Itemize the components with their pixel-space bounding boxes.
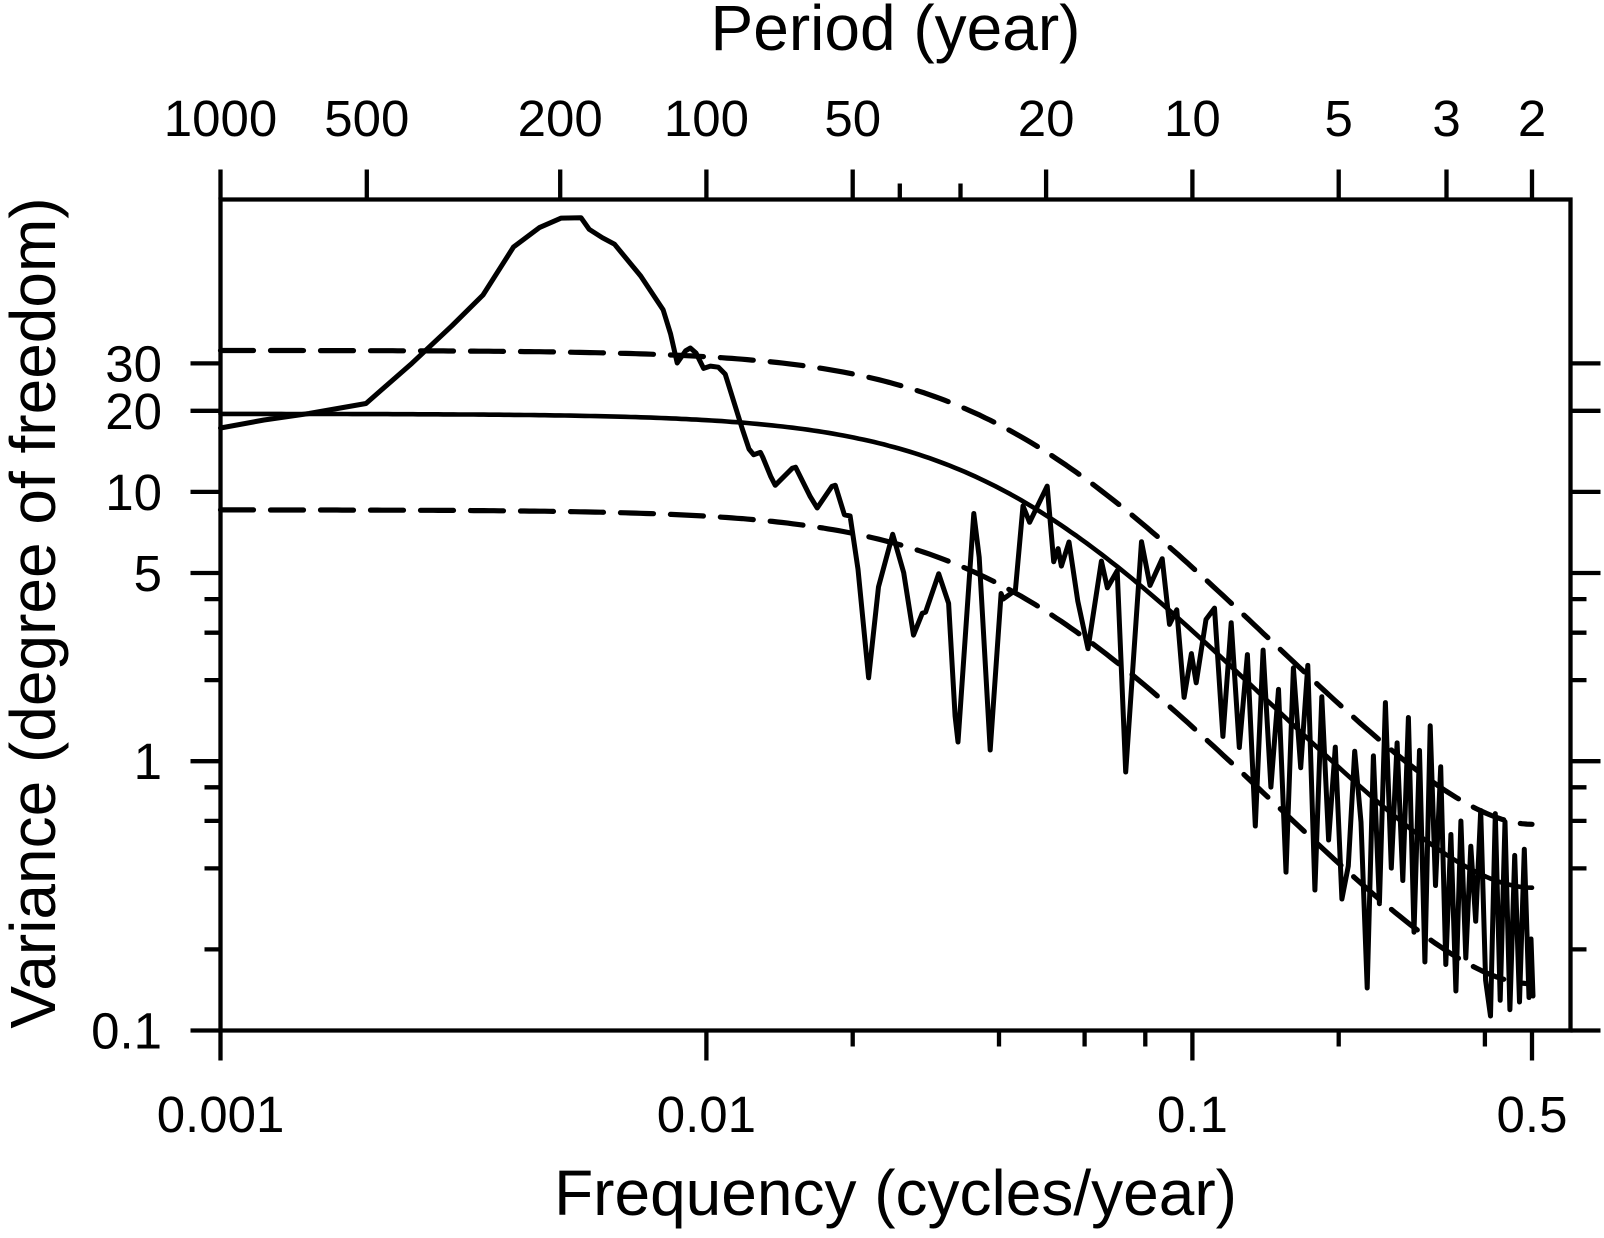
svg-text:5: 5: [134, 545, 162, 602]
svg-text:0.1: 0.1: [1157, 1086, 1228, 1143]
svg-text:5: 5: [1325, 90, 1353, 147]
svg-text:20: 20: [105, 383, 162, 440]
svg-text:0.1: 0.1: [91, 1003, 162, 1060]
svg-text:1000: 1000: [164, 90, 277, 147]
svg-text:1: 1: [134, 733, 162, 790]
svg-text:30: 30: [105, 335, 162, 392]
svg-text:500: 500: [324, 90, 409, 147]
svg-text:50: 50: [824, 90, 881, 147]
svg-text:100: 100: [664, 90, 749, 147]
svg-text:0.5: 0.5: [1497, 1086, 1568, 1143]
svg-text:Period (year): Period (year): [711, 0, 1081, 64]
svg-text:0.01: 0.01: [657, 1086, 756, 1143]
svg-text:3: 3: [1432, 90, 1460, 147]
svg-text:20: 20: [1018, 90, 1075, 147]
svg-text:Variance (degree of freedom): Variance (degree of freedom): [0, 197, 69, 1028]
svg-text:10: 10: [1164, 90, 1221, 147]
svg-text:2: 2: [1518, 90, 1546, 147]
svg-text:Frequency (cycles/year): Frequency (cycles/year): [554, 1157, 1237, 1229]
svg-text:200: 200: [518, 90, 603, 147]
svg-text:0.001: 0.001: [157, 1086, 285, 1143]
svg-text:10: 10: [105, 464, 162, 521]
